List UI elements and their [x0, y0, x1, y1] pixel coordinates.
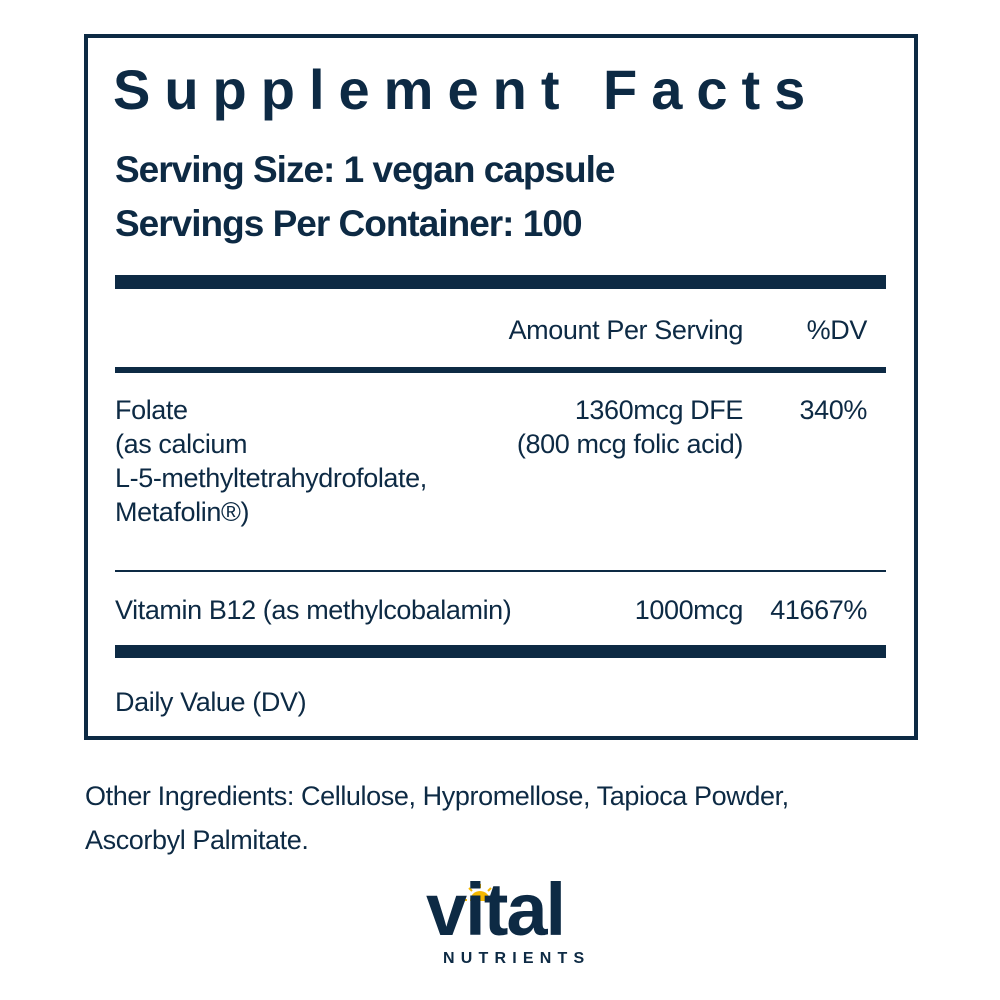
name-line: L-5-methyltetrahydrofolate, — [115, 463, 427, 493]
serving-size: Serving Size: 1 vegan capsule — [115, 149, 615, 190]
other-ingredients-line2: Ascorbyl Palmitate. — [85, 825, 309, 855]
medium-divider — [115, 367, 886, 373]
name-line: (as calcium — [115, 429, 248, 459]
dv-header: %DV — [806, 315, 868, 345]
name-line: Metafolin®) — [115, 497, 250, 527]
thin-divider — [115, 570, 886, 572]
supplement-facts-panel — [84, 34, 918, 740]
daily-value-footnote: Daily Value (DV) — [115, 687, 307, 717]
row-b12-dv: 41667% — [770, 595, 867, 625]
row-b12-amount: 1000mcg — [634, 595, 744, 625]
row-folate-amount: 1360mcg DFE (800 mcg folic acid) — [517, 393, 743, 461]
thick-divider-bottom — [115, 645, 886, 658]
brand-tagline: NUTRIENTS — [443, 950, 591, 967]
other-ingredients-line1: Other Ingredients: Cellulose, Hypromello… — [85, 781, 789, 811]
thick-divider — [115, 275, 886, 289]
amount-line: (800 mcg folic acid) — [516, 429, 743, 459]
amount-line: 1360mcg DFE — [574, 395, 744, 425]
sun-icon — [463, 884, 497, 901]
row-folate-dv: 340% — [799, 395, 868, 425]
row-folate-name: Folate (as calcium L-5-methyltetrahydrof… — [115, 393, 427, 529]
amount-header: Amount Per Serving — [508, 315, 744, 345]
name-line: Folate — [115, 395, 188, 425]
row-b12-name: Vitamin B12 (as methylcobalamin) — [115, 595, 512, 625]
brand-logo: vital — [426, 868, 566, 951]
servings-per-container: Servings Per Container: 100 — [115, 203, 583, 244]
panel-title: Supplement Facts — [113, 58, 820, 121]
